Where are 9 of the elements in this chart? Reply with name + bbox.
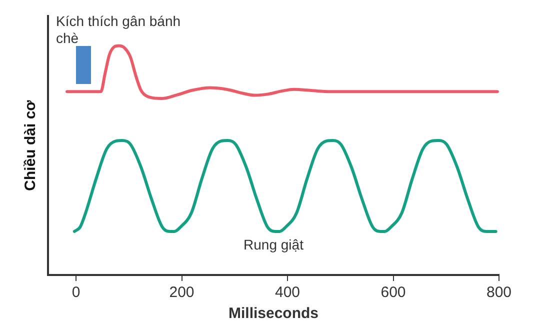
x-axis-title: Milliseconds — [228, 305, 319, 322]
x-tick-label: 800 — [486, 284, 512, 302]
x-tick-label: 600 — [380, 284, 406, 302]
x-tick-label: 0 — [72, 284, 80, 302]
y-axis-title: Chiều dài cơ — [22, 100, 40, 191]
x-tick-label: 200 — [169, 284, 194, 302]
annotation: Rung giật — [244, 236, 304, 253]
x-tick-label: 400 — [274, 284, 300, 302]
annotation: Kích thích gân bánh chè — [56, 12, 181, 46]
